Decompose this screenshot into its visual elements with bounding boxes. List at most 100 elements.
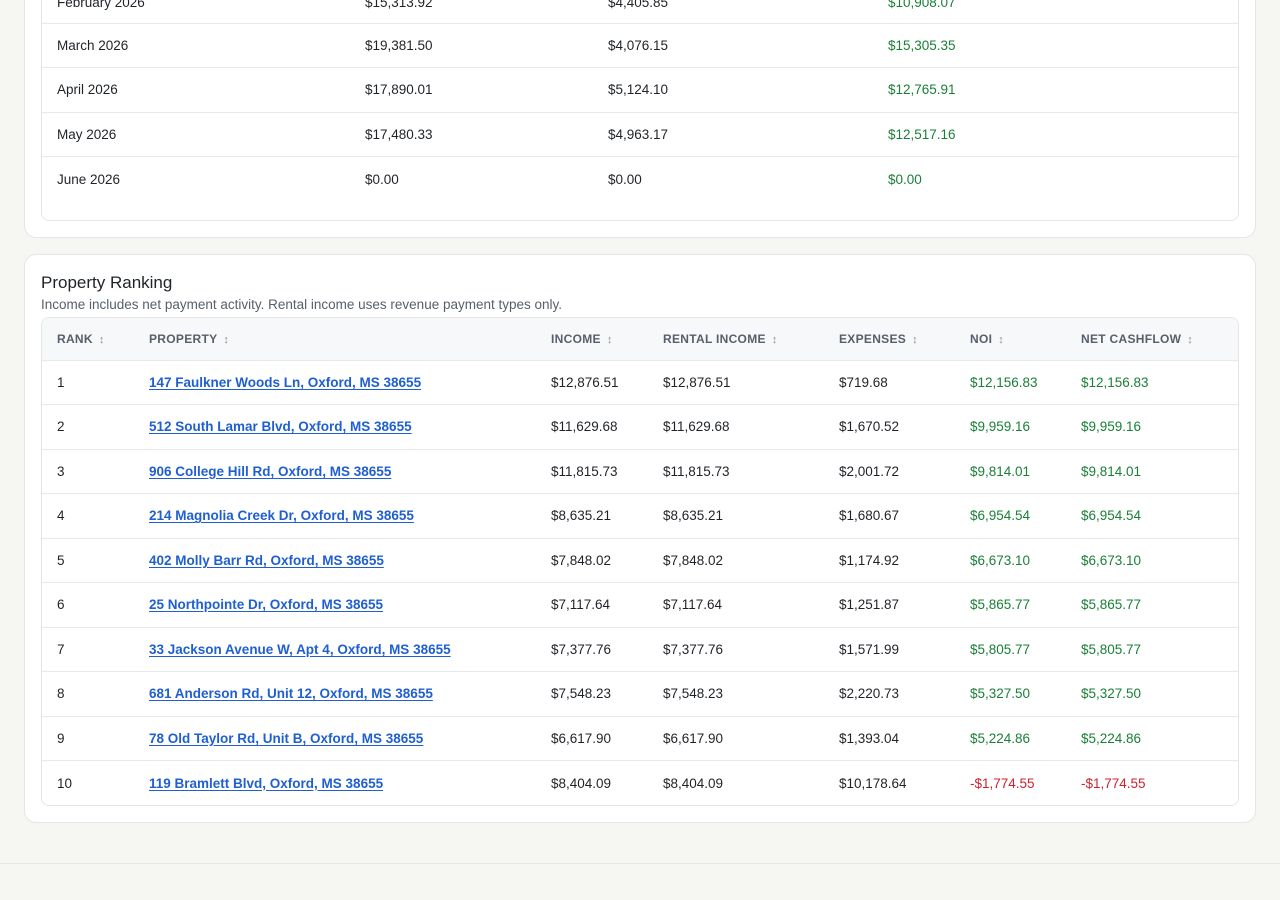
noi-cell: $5,865.77 bbox=[955, 582, 1066, 627]
sort-icon[interactable]: ↕ bbox=[98, 333, 105, 346]
month-cell: June 2026 bbox=[42, 156, 350, 201]
column-header-property[interactable]: PROPERTY ↕ bbox=[134, 318, 536, 361]
property-cell: 33 Jackson Avenue W, Apt 4, Oxford, MS 3… bbox=[134, 626, 536, 672]
net-cashflow-cell: $6,954.54 bbox=[1066, 493, 1238, 538]
monthly-row: February 2026 $15,313.92 $4,405.85 $10,908.… bbox=[42, 0, 1238, 23]
income-cell: $17,480.33 bbox=[350, 111, 593, 157]
expenses-cell: $1,680.67 bbox=[824, 493, 955, 538]
income-cell: $11,629.68 bbox=[536, 404, 648, 449]
ranking-row: 10 119 Bramlett Blvd, Oxford, MS 38655 $8,… bbox=[42, 760, 1238, 805]
column-header-expenses[interactable]: EXPENSES ↕ bbox=[824, 318, 955, 361]
noi-cell: $6,954.54 bbox=[955, 493, 1066, 538]
month-cell: April 2026 bbox=[42, 67, 350, 112]
property-link[interactable]: 402 Molly Barr Rd, Oxford, MS 38655 bbox=[149, 552, 384, 568]
sort-icon[interactable]: ↕ bbox=[606, 333, 613, 346]
property-link[interactable]: 147 Faulkner Woods Ln, Oxford, MS 38655 bbox=[149, 374, 422, 390]
net-cell: $12,765.91 bbox=[873, 67, 1238, 112]
sort-icon[interactable]: ↕ bbox=[912, 333, 918, 346]
income-cell: $17,890.01 bbox=[350, 67, 593, 112]
income-cell: $15,313.92 bbox=[365, 0, 433, 10]
ranking-row: 9 78 Old Taylor Rd, Unit B, Oxford, MS 38… bbox=[42, 715, 1238, 761]
property-link[interactable]: 214 Magnolia Creek Dr, Oxford, MS 38655 bbox=[149, 508, 414, 524]
noi-cell: $9,959.16 bbox=[955, 404, 1066, 449]
rental-income-cell: $7,117.64 bbox=[648, 582, 824, 627]
expenses-cell: $0.00 bbox=[593, 156, 873, 201]
property-ranking-header-row: RANK ↕ PROPERTY ↕ INCOME ↕ RENTAL INCOME ↕ EXPEN… bbox=[42, 318, 1238, 361]
property-cell: 906 College Hill Rd, Oxford, MS 38655 bbox=[134, 448, 536, 494]
ranking-row: 6 25 Northpointe Dr, Oxford, MS 38655 $7,1… bbox=[42, 582, 1238, 627]
rental-income-cell: $11,815.73 bbox=[648, 448, 824, 494]
net-cashflow-cell: $5,805.77 bbox=[1066, 626, 1238, 672]
footer-bar bbox=[0, 863, 1280, 900]
column-header-rank[interactable]: RANK ↕ bbox=[42, 318, 134, 361]
net-cashflow-cell: $5,224.86 bbox=[1066, 715, 1238, 761]
column-header-noi[interactable]: NOI ↕ bbox=[955, 318, 1066, 361]
net-cell: $12,517.16 bbox=[873, 111, 1238, 157]
property-ranking-subtitle: Income includes net payment activity. Re… bbox=[41, 297, 563, 312]
property-link[interactable]: 119 Bramlett Blvd, Oxford, MS 38655 bbox=[149, 775, 384, 791]
property-cell: 119 Bramlett Blvd, Oxford, MS 38655 bbox=[134, 760, 536, 805]
ranking-row: 8 681 Anderson Rd, Unit 12, Oxford, MS 38… bbox=[42, 671, 1238, 716]
property-cell: 214 Magnolia Creek Dr, Oxford, MS 38655 bbox=[134, 493, 536, 538]
month-cell: May 2026 bbox=[42, 111, 350, 157]
expenses-cell: $5,124.10 bbox=[593, 67, 873, 112]
sort-icon[interactable]: ↕ bbox=[223, 333, 230, 346]
income-cell: $7,848.02 bbox=[536, 537, 648, 583]
income-cell: $12,876.51 bbox=[551, 374, 619, 390]
monthly-row: June 2026 $0.00 $0.00 $0.00 bbox=[42, 156, 1238, 201]
ranking-row: 5 402 Molly Barr Rd, Oxford, MS 38655 $7,8… bbox=[42, 537, 1238, 583]
noi-cell: $6,673.10 bbox=[955, 537, 1066, 583]
column-header-label: NET CASHFLOW bbox=[1081, 331, 1182, 346]
ranking-row: 7 33 Jackson Avenue W, Apt 4, Oxford, MS … bbox=[42, 626, 1238, 672]
property-cell: 512 South Lamar Blvd, Oxford, MS 38655 bbox=[134, 404, 536, 449]
month-cell: March 2026 bbox=[42, 22, 350, 68]
property-ranking-table-wrapper: RANK ↕ PROPERTY ↕ INCOME ↕ RENTAL INCOME ↕ EXPEN… bbox=[41, 317, 1239, 806]
monthly-summary-body: February 2026 $15,313.92 $4,405.85 $10,908.… bbox=[42, 0, 1238, 201]
income-cell: $7,377.76 bbox=[536, 626, 648, 672]
column-header-net-cashflow[interactable]: NET CASHFLOW ↕ bbox=[1066, 318, 1238, 361]
property-link[interactable]: 78 Old Taylor Rd, Unit B, Oxford, MS 386… bbox=[149, 730, 424, 746]
column-header-label: NOI bbox=[970, 331, 993, 346]
property-link[interactable]: 512 South Lamar Blvd, Oxford, MS 38655 bbox=[149, 419, 412, 435]
sort-icon[interactable]: ↕ bbox=[1187, 333, 1194, 346]
rental-income-cell: $12,876.51 bbox=[663, 374, 731, 390]
property-link[interactable]: 681 Anderson Rd, Unit 12, Oxford, MS 386… bbox=[149, 686, 433, 702]
rental-income-cell: $7,848.02 bbox=[648, 537, 824, 583]
rank-cell: 8 bbox=[42, 671, 134, 716]
noi-cell: $5,805.77 bbox=[955, 626, 1066, 672]
noi-cell: $9,814.01 bbox=[955, 448, 1066, 494]
ranking-row: 2 512 South Lamar Blvd, Oxford, MS 38655 $… bbox=[42, 404, 1238, 449]
property-ranking-body: 1 147 Faulkner Woods Ln, Oxford, MS 38655… bbox=[42, 360, 1238, 805]
expenses-cell: $1,174.92 bbox=[824, 537, 955, 583]
column-header-label: RENTAL INCOME bbox=[663, 331, 766, 346]
rank-cell: 1 bbox=[57, 374, 65, 390]
property-cell: 681 Anderson Rd, Unit 12, Oxford, MS 386… bbox=[134, 671, 536, 716]
sort-icon[interactable]: ↕ bbox=[998, 333, 1005, 346]
net-cell: $10,908.07 bbox=[888, 0, 956, 10]
sort-icon[interactable]: ↕ bbox=[771, 333, 778, 346]
rank-cell: 10 bbox=[42, 760, 134, 805]
rental-income-cell: $8,635.21 bbox=[648, 493, 824, 538]
property-link[interactable]: 33 Jackson Avenue W, Apt 4, Oxford, MS 3… bbox=[149, 641, 451, 657]
monthly-row: March 2026 $19,381.50 $4,076.15 $15,305.35 bbox=[42, 22, 1238, 68]
rental-income-cell: $6,617.90 bbox=[648, 715, 824, 761]
expenses-cell: $4,076.15 bbox=[593, 22, 873, 68]
rank-cell: 4 bbox=[42, 493, 134, 538]
net-cashflow-cell: $9,814.01 bbox=[1066, 448, 1238, 494]
net-cashflow-cell: -$1,774.55 bbox=[1066, 760, 1238, 805]
income-cell: $11,815.73 bbox=[536, 448, 648, 494]
property-link[interactable]: 906 College Hill Rd, Oxford, MS 38655 bbox=[149, 463, 392, 479]
property-ranking-table: RANK ↕ PROPERTY ↕ INCOME ↕ RENTAL INCOME ↕ EXPEN… bbox=[42, 318, 1238, 805]
column-header-rental-income[interactable]: RENTAL INCOME ↕ bbox=[648, 318, 824, 361]
column-header-income[interactable]: INCOME ↕ bbox=[536, 318, 648, 361]
expenses-cell: $2,220.73 bbox=[824, 671, 955, 716]
rental-income-cell: $7,377.76 bbox=[648, 626, 824, 672]
expenses-cell: $2,001.72 bbox=[824, 448, 955, 494]
column-header-label: PROPERTY bbox=[149, 331, 218, 346]
expenses-cell: $1,571.99 bbox=[824, 626, 955, 672]
noi-cell: -$1,774.55 bbox=[955, 760, 1066, 805]
rank-cell: 5 bbox=[42, 537, 134, 583]
monthly-summary-card: February 2026 $15,313.92 $4,405.85 $10,908.… bbox=[24, 0, 1256, 238]
property-ranking-card: Property Ranking Income includes net pay… bbox=[24, 254, 1256, 823]
property-link[interactable]: 25 Northpointe Dr, Oxford, MS 38655 bbox=[149, 597, 384, 613]
